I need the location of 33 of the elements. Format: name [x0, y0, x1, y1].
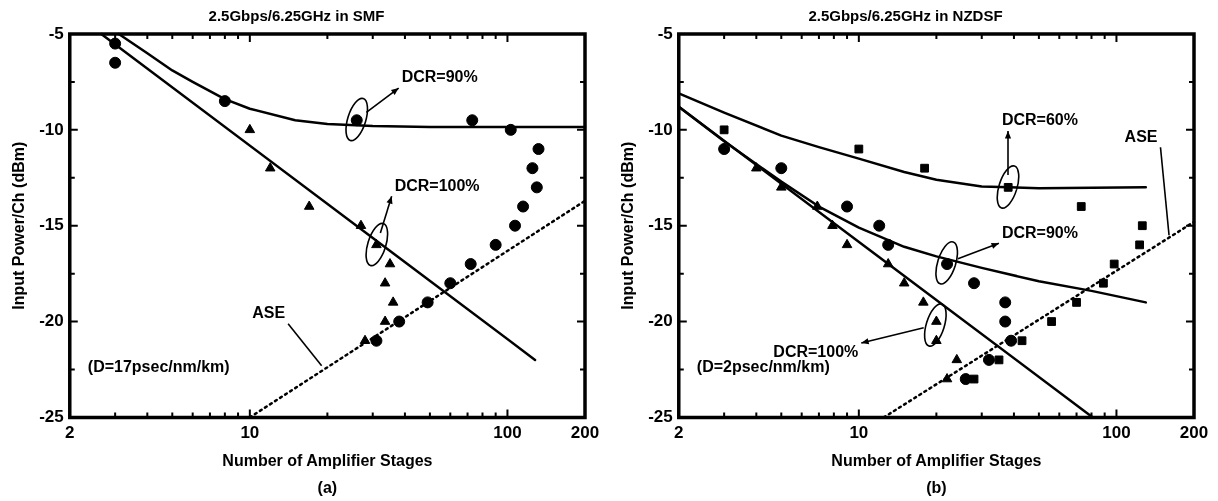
y-tick-label: -10: [648, 119, 673, 139]
y-tick-label: -10: [39, 119, 64, 139]
annotation: DCR=100%: [394, 176, 480, 194]
y-tick-label: -25: [648, 407, 673, 427]
y-tick-label: -5: [657, 23, 673, 43]
chart-title: 2.5Gbps/6.25GHz in NZDSF: [808, 7, 1003, 25]
annotation: ASE: [1124, 127, 1158, 145]
x-axis-title: Number of Amplifier Stages: [831, 451, 1042, 469]
x-axis-title: Number of Amplifier Stages: [222, 451, 433, 469]
x-tick-label: 10: [849, 423, 869, 443]
y-tick-label: -20: [39, 311, 64, 331]
text: (b): [926, 479, 947, 497]
x-tick-label: 200: [570, 423, 600, 443]
annotation: DCR=60%: [1001, 111, 1078, 129]
annotation: (D=17psec/nm/km): [87, 357, 230, 375]
y-tick-label: -5: [48, 23, 64, 43]
x-tick-label: 2: [674, 423, 684, 443]
chart-title: 2.5Gbps/6.25GHz in SMF: [208, 7, 385, 25]
x-tick-label: 2: [65, 423, 75, 443]
y-tick-label: -15: [39, 215, 64, 235]
x-tick-label: 10: [240, 423, 260, 443]
y-axis-title: Input Power/Ch (dBm): [619, 141, 637, 310]
y-tick-label: -25: [39, 407, 64, 427]
x-tick-label: 100: [1102, 423, 1131, 443]
x-tick-label: 200: [1179, 423, 1209, 443]
annotation: ASE: [252, 304, 286, 322]
annotation: DCR=90%: [401, 68, 478, 86]
x-tick-label: 100: [493, 423, 522, 443]
annotation: DCR=90%: [1001, 223, 1078, 241]
text: (a): [317, 479, 338, 497]
y-axis-title: Input Power/Ch (dBm): [10, 141, 28, 310]
y-tick-label: -15: [648, 215, 673, 235]
y-tick-label: -20: [648, 311, 673, 331]
